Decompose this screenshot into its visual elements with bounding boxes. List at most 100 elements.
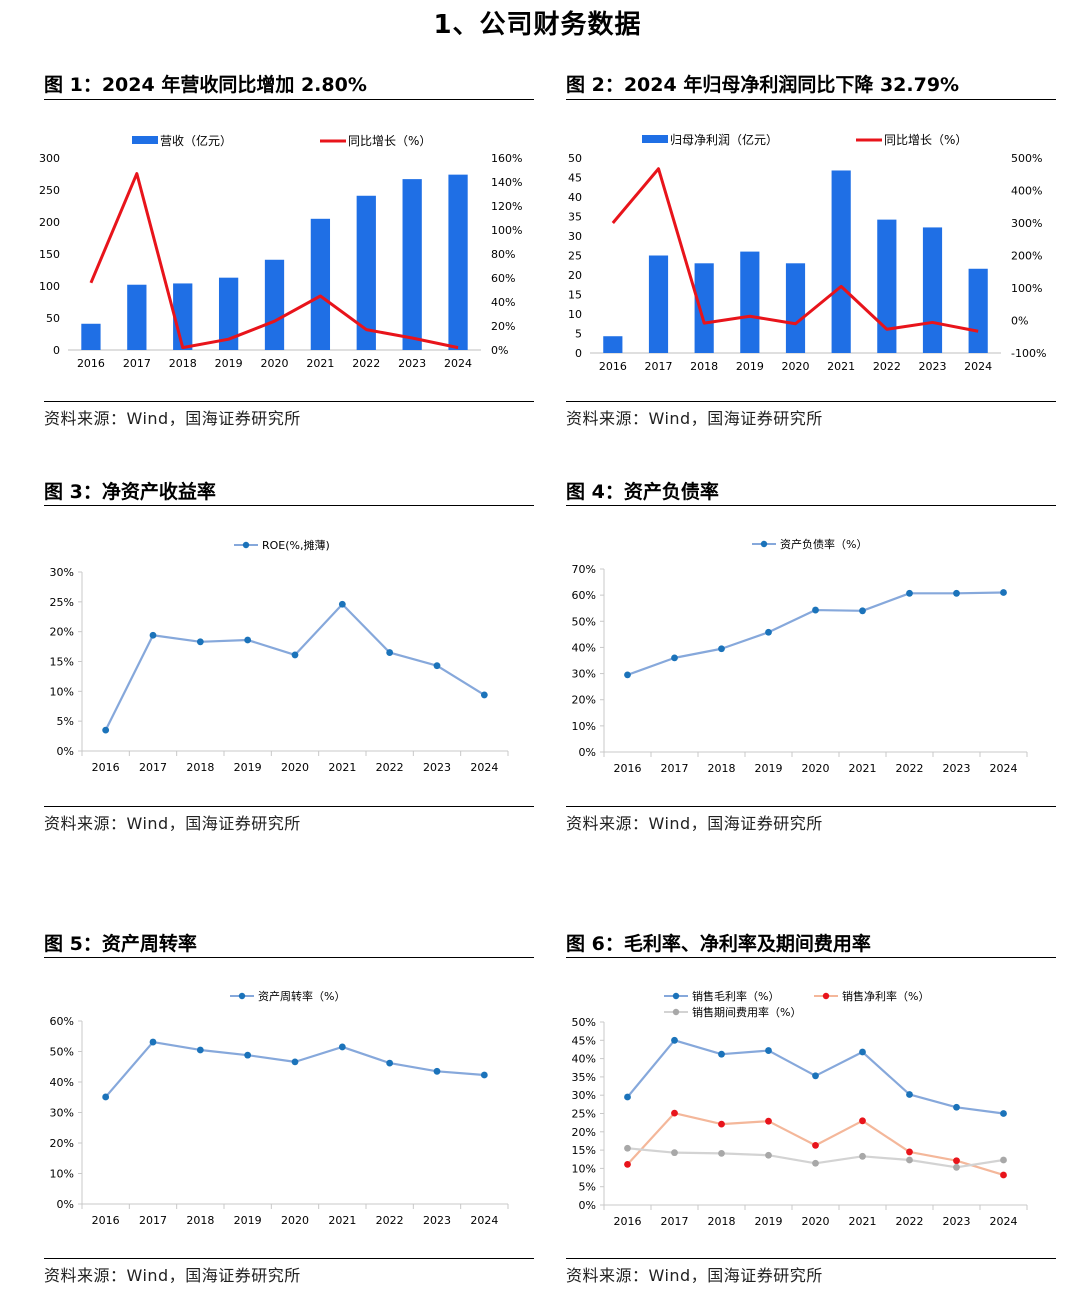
x-tick-label: 2018 bbox=[186, 1214, 214, 1227]
y-tick-label: 70% bbox=[572, 563, 596, 576]
x-tick-label: 2023 bbox=[423, 1214, 451, 1227]
series-point bbox=[624, 1160, 631, 1168]
series-line bbox=[89, 172, 459, 350]
y2-tick-label: 140% bbox=[491, 176, 522, 189]
figure-3-title: 图 3：净资产收益率 bbox=[44, 481, 216, 503]
figure-6-chart: 0% 5% 10% 15% 20% 25% 30% 35% 40% 45% 50% 2016 2017 2… bbox=[572, 989, 1028, 1228]
figure-4-chart: 0% 10% 20% 30% 40% 50% 60% 70% 2016 2017 2018 2019 2… bbox=[572, 537, 1028, 775]
x-tick-label: 2020 bbox=[281, 761, 309, 774]
legend-swatch-bar bbox=[642, 135, 668, 143]
y2-tick-label: 0% bbox=[491, 344, 508, 357]
legend-label: 资产负债率（%） bbox=[780, 537, 867, 551]
x-tick-label: 2021 bbox=[827, 360, 855, 373]
y-tick-label: 40% bbox=[572, 1053, 596, 1066]
y-tick-label: 30% bbox=[50, 566, 74, 579]
figure-5-chart: 0% 10% 20% 30% 40% 50% 60% 2016 2017 2018 2019 2020… bbox=[50, 989, 509, 1227]
x-tick-label: 2018 bbox=[690, 360, 718, 373]
series-point bbox=[244, 1051, 252, 1059]
x-tick-label: 2017 bbox=[123, 357, 151, 370]
x-tick-label: 2018 bbox=[186, 761, 214, 774]
x-tick-label: 2023 bbox=[398, 357, 426, 370]
x-tick-label: 2023 bbox=[919, 360, 947, 373]
x-tick-label: 2021 bbox=[849, 762, 877, 775]
series-point bbox=[102, 1093, 110, 1101]
x-tick-label: 2020 bbox=[802, 762, 830, 775]
series-point bbox=[624, 1144, 631, 1152]
figure-3-top-rule bbox=[44, 505, 534, 506]
y-tick-label: 0 bbox=[575, 347, 582, 360]
figure-1-source: 资料来源：Wind，国海证券研究所 bbox=[44, 409, 301, 428]
x-tick-label: 2023 bbox=[943, 1215, 971, 1228]
series-point bbox=[765, 1117, 772, 1125]
figure-5-top-rule bbox=[44, 957, 534, 958]
figure-2-top-rule bbox=[566, 99, 1056, 100]
bar bbox=[968, 268, 988, 353]
legend-swatch-point bbox=[760, 540, 768, 548]
series-point bbox=[718, 1050, 725, 1058]
x-tick-label: 2024 bbox=[964, 360, 992, 373]
bar bbox=[740, 251, 760, 353]
figure-6-source: 资料来源：Wind，国海证券研究所 bbox=[566, 1266, 823, 1285]
series-point bbox=[149, 1038, 157, 1046]
y-tick-label: 0 bbox=[53, 344, 60, 357]
figure-5-title: 图 5：资产周转率 bbox=[44, 933, 197, 955]
x-tick-label: 2020 bbox=[782, 360, 810, 373]
y2-tick-label: 20% bbox=[491, 320, 515, 333]
x-tick-label: 2016 bbox=[614, 762, 642, 775]
series-point bbox=[812, 1159, 819, 1167]
series-point bbox=[671, 654, 678, 662]
y-tick-label: 10% bbox=[572, 1162, 596, 1175]
y-tick-label: 45 bbox=[568, 172, 582, 185]
figure-1-top-rule bbox=[44, 99, 534, 100]
series-point bbox=[859, 1117, 866, 1125]
figure-2-panel: 图 2：2024 年归母净利润同比下降 32.79% 0 5 10 15 20 25 30 3… bbox=[566, 70, 1056, 430]
series-point bbox=[480, 691, 488, 699]
figure-6-bottom-rule bbox=[566, 1258, 1056, 1259]
x-tick-label: 2019 bbox=[215, 357, 243, 370]
figure-2-chart: 0 5 10 15 20 25 30 35 40 45 50 -100% 0% 100% 200% 300% 4… bbox=[568, 132, 1046, 373]
legend-label: 营收（亿元） bbox=[160, 133, 232, 148]
x-tick-label: 2019 bbox=[736, 360, 764, 373]
figure-1-title: 图 1：2024 年营收同比增加 2.80% bbox=[44, 74, 367, 96]
x-tick-label: 2017 bbox=[661, 1215, 689, 1228]
x-tick-label: 2016 bbox=[599, 360, 627, 373]
y2-tick-label: -100% bbox=[1011, 347, 1046, 360]
x-tick-label: 2023 bbox=[423, 761, 451, 774]
series-point bbox=[671, 1109, 678, 1117]
y2-tick-label: 200% bbox=[1011, 250, 1042, 263]
y2-tick-label: 300% bbox=[1011, 217, 1042, 230]
x-tick-label: 2022 bbox=[376, 1214, 404, 1227]
y2-tick-label: 120% bbox=[491, 200, 522, 213]
x-tick-label: 2021 bbox=[328, 1214, 356, 1227]
bar bbox=[922, 227, 943, 353]
bar bbox=[81, 323, 101, 350]
x-tick-label: 2020 bbox=[802, 1215, 830, 1228]
series-point bbox=[953, 1163, 960, 1171]
series-point bbox=[859, 1048, 866, 1056]
figure-2-title: 图 2：2024 年归母净利润同比下降 32.79% bbox=[566, 74, 960, 96]
series-line bbox=[627, 591, 1004, 676]
series-point bbox=[859, 607, 866, 615]
y-tick-label: 150 bbox=[39, 248, 60, 261]
y-tick-label: 5% bbox=[57, 715, 74, 728]
y-tick-label: 5% bbox=[579, 1181, 596, 1194]
legend-label: 归母净利润（亿元） bbox=[670, 132, 778, 147]
bar bbox=[218, 277, 239, 350]
x-tick-label: 2016 bbox=[92, 761, 120, 774]
y2-tick-label: 80% bbox=[491, 248, 515, 261]
bar bbox=[603, 336, 623, 353]
x-tick-label: 2016 bbox=[77, 357, 105, 370]
series-point bbox=[102, 726, 110, 734]
series-point bbox=[953, 589, 960, 597]
legend-swatch-point bbox=[822, 992, 830, 1000]
figure-5-source: 资料来源：Wind，国海证券研究所 bbox=[44, 1266, 301, 1285]
y-tick-label: 300 bbox=[39, 152, 60, 165]
series-point bbox=[386, 649, 394, 656]
x-tick-label: 2024 bbox=[990, 762, 1018, 775]
figure-4-panel: 图 4：资产负债率 0% 10% 20% 30% 40% 50% 60% 70% 2016 201… bbox=[566, 477, 1056, 837]
y-tick-label: 15 bbox=[568, 289, 582, 302]
y-tick-label: 30% bbox=[572, 668, 596, 681]
y-tick-label: 60% bbox=[572, 589, 596, 602]
series-point bbox=[338, 1043, 346, 1051]
x-tick-label: 2022 bbox=[873, 360, 901, 373]
